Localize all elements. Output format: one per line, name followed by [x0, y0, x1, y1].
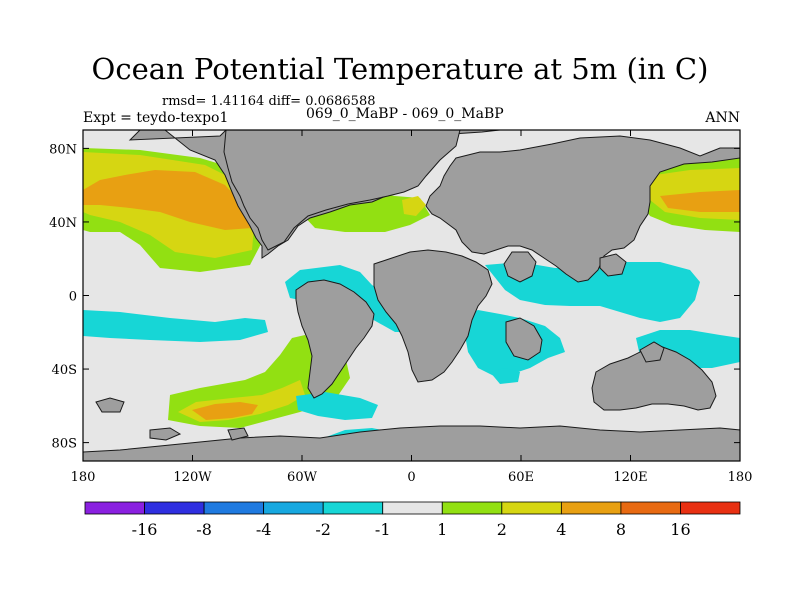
colorbar-label: -2 — [315, 520, 331, 539]
anomaly-region — [296, 392, 378, 420]
colorbar-swatch — [203, 501, 265, 515]
anomaly-region — [485, 262, 700, 322]
land-mass — [227, 427, 249, 441]
x-tick-label: 120E — [613, 470, 647, 485]
y-tick-label: 80S — [52, 437, 77, 452]
anomaly-region — [83, 310, 268, 342]
colorbar: -16 -8 -4 -2 -1 1 2 4 8 16 — [84, 501, 741, 539]
colorbar-swatch — [84, 501, 145, 515]
anomaly-region — [660, 190, 740, 212]
anomaly-region — [490, 368, 520, 384]
y-tick-label: 80N — [49, 142, 77, 157]
x-tick-label: 60W — [287, 470, 318, 485]
colorbar-label: 8 — [616, 520, 626, 539]
colorbar-swatch — [322, 501, 384, 515]
land-mass — [373, 249, 493, 383]
land-mass — [223, 129, 461, 251]
land-mass — [82, 425, 741, 462]
colorbar-swatch — [680, 501, 741, 515]
x-tick-label: 0 — [407, 470, 415, 485]
colorbar-swatch — [501, 501, 562, 515]
anomaly-region — [300, 192, 430, 232]
colorbar-label: 16 — [670, 520, 690, 539]
land-mass — [599, 253, 627, 277]
stats-text: rmsd= 1.41164 diff= 0.0686588 — [162, 94, 376, 109]
runs-label: 069_0_MaBP - 069_0_MaBP — [306, 106, 504, 122]
land-mass — [639, 341, 665, 363]
anomaly-region — [192, 402, 258, 420]
colorbar-label: -4 — [256, 520, 272, 539]
x-tick-label: 60E — [508, 470, 534, 485]
experiment-label: Expt = teydo-texpo1 — [83, 110, 229, 126]
colorbar-label: 1 — [437, 520, 447, 539]
colorbar-swatch — [441, 501, 503, 515]
anomaly-region — [83, 170, 252, 230]
colorbar-swatch — [382, 501, 443, 515]
y-tick-label: 40S — [52, 363, 77, 378]
colorbar-label: 4 — [556, 520, 566, 539]
chart-title: Ocean Potential Temperature at 5m (in C) — [91, 52, 709, 86]
land-mass — [149, 427, 182, 441]
colorbar-swatch — [620, 501, 681, 515]
y-tick-label: 40N — [49, 216, 77, 231]
colorbar-swatch — [144, 501, 205, 515]
land-masses — [82, 129, 741, 462]
y-axis: 80N 40N 0 40S 80S — [49, 142, 740, 452]
colorbar-label: 2 — [497, 520, 507, 539]
land-mass — [95, 397, 125, 413]
land-mass — [505, 317, 543, 361]
x-tick-label: 180 — [728, 470, 753, 485]
land-mass — [295, 279, 375, 399]
colorbar-swatch — [560, 501, 622, 515]
anomaly-region — [402, 196, 426, 216]
colorbar-label: -8 — [196, 520, 212, 539]
x-axis: 180 120W 60W 0 60E 120E 180 — [71, 130, 753, 485]
season-label: ANN — [705, 110, 740, 126]
colorbar-label: -1 — [375, 520, 391, 539]
land-mass — [503, 251, 537, 283]
x-tick-label: 120W — [173, 470, 212, 485]
x-tick-label: 180 — [71, 470, 96, 485]
colorbar-label: -16 — [132, 520, 158, 539]
y-tick-label: 0 — [69, 290, 77, 305]
land-mass — [425, 135, 741, 283]
colorbar-swatch — [263, 501, 324, 515]
